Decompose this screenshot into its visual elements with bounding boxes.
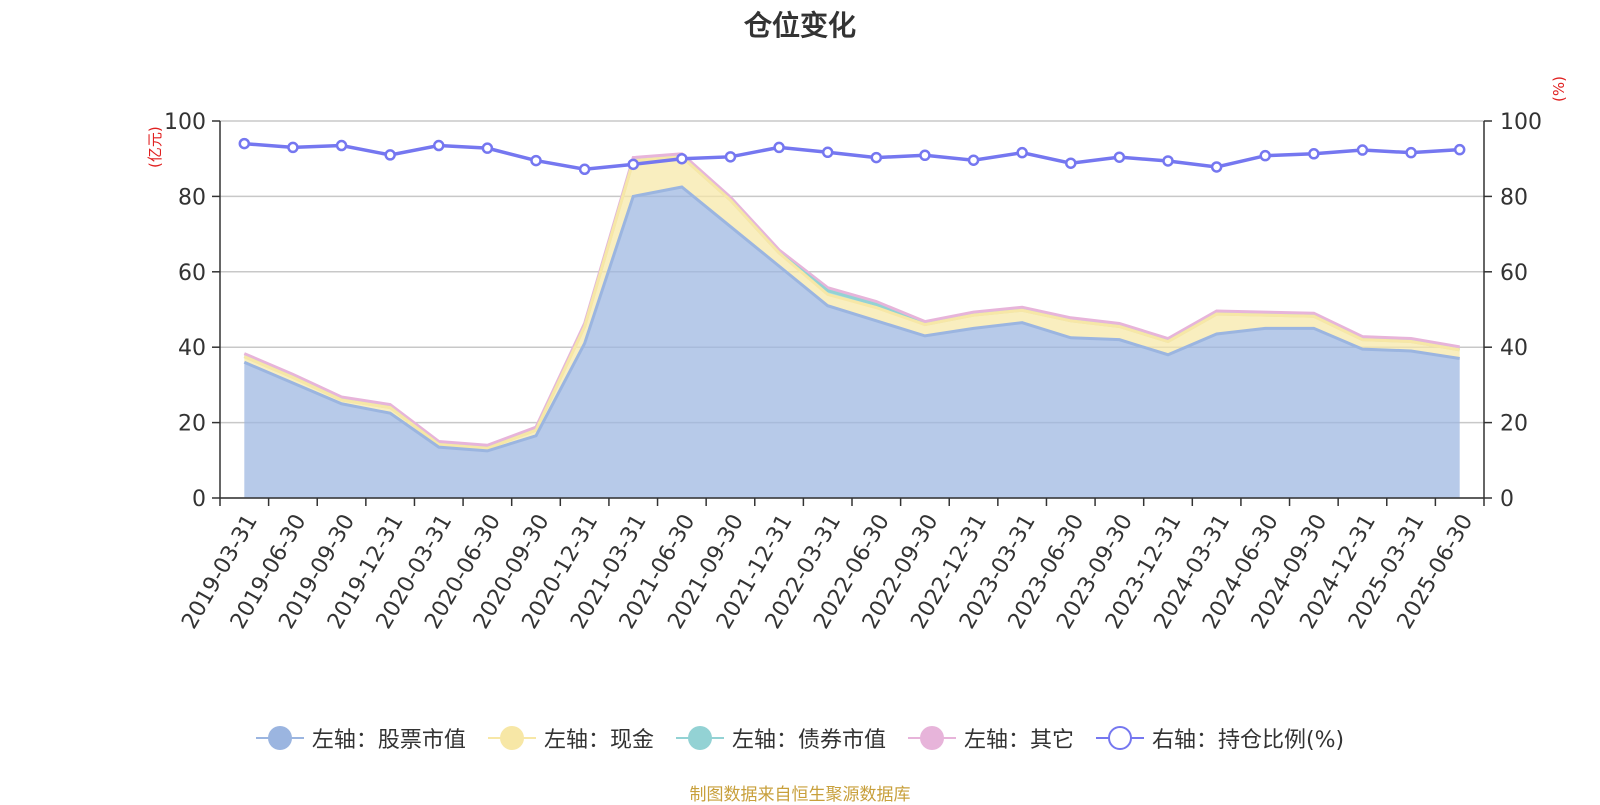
ratio-point <box>1113 151 1126 163</box>
ratio-line <box>244 141 1460 172</box>
legend-item[interactable]: 左轴：债券市值 <box>675 722 886 754</box>
ratio-point <box>870 151 883 164</box>
area-1 <box>244 156 1460 451</box>
legend-swatch-icon <box>255 724 304 752</box>
area-line-3 <box>243 152 1460 447</box>
ratio-point <box>919 149 931 162</box>
legend-swatch-icon <box>675 724 724 752</box>
legend-item[interactable]: 左轴：股票市值 <box>255 722 466 754</box>
ratio-point <box>1308 148 1320 160</box>
legend-item[interactable]: 右轴：持仓比例(%) <box>1095 722 1345 754</box>
y-left-tick-label: 20 <box>178 412 206 437</box>
legend-item[interactable]: 左轴：其它 <box>907 722 1074 754</box>
ratio-point <box>384 149 396 161</box>
y-left-tick-label: 40 <box>178 336 206 361</box>
y-left-tick-label: 80 <box>178 185 206 210</box>
ratio-point <box>481 142 494 154</box>
y-right-tick-label: 40 <box>1500 336 1528 361</box>
legend-item[interactable]: 左轴：现金 <box>487 722 654 754</box>
ratio-point <box>1356 144 1369 156</box>
y-left-tick-label: 60 <box>178 261 206 286</box>
ratio-point <box>1065 157 1077 169</box>
ratio-point <box>676 152 688 165</box>
legend-label: 左轴：现金 <box>543 728 654 753</box>
legend-label: 左轴：股票市值 <box>311 728 466 753</box>
ratio-point <box>1016 146 1028 159</box>
ratio-point <box>238 137 251 150</box>
ratio-point <box>578 163 591 176</box>
chart-canvas: 0204060801000204060801002019-03-312019-0… <box>164 110 1542 633</box>
ratio-point <box>335 139 348 152</box>
y-right-tick-label: 20 <box>1500 412 1528 437</box>
y-right-tick-label: 100 <box>1500 110 1542 135</box>
ratio-point <box>1259 149 1271 162</box>
ratio-point <box>287 141 299 154</box>
legend-swatch-icon <box>1095 724 1144 752</box>
ratio-point <box>1453 143 1466 156</box>
legend-swatch-icon <box>487 724 536 752</box>
area-line-0 <box>243 185 1460 453</box>
legend-label: 左轴：债券市值 <box>731 728 886 753</box>
y-right-tick-label: 60 <box>1500 261 1528 286</box>
ratio-point <box>821 146 834 159</box>
y-right-tick-label: 0 <box>1500 487 1514 512</box>
ratio-point <box>627 158 639 171</box>
y-left-tick-label: 0 <box>192 487 206 512</box>
data-source-note: 制图数据来自恒生聚源数据库 <box>689 785 911 805</box>
ratio-point <box>1210 161 1223 173</box>
ratio-point <box>773 141 785 154</box>
ratio-point <box>724 151 737 163</box>
y-left-tick-label: 100 <box>164 110 206 135</box>
ratio-point <box>1405 146 1417 159</box>
ratio-point <box>967 154 980 166</box>
legend-swatch-icon <box>907 724 956 752</box>
legend: 左轴：股票市值 左轴：现金 左轴：债券市值 左轴：其它 右轴：持仓比例(%) <box>0 722 1600 754</box>
ratio-point <box>530 154 542 167</box>
chart-title: 仓位变化 <box>743 9 856 42</box>
legend-label: 左轴：其它 <box>963 728 1074 753</box>
ratio-point <box>1162 155 1174 167</box>
y-right-tick-label: 80 <box>1500 185 1528 210</box>
area-line-1 <box>243 155 1460 450</box>
ratio-point <box>433 139 445 152</box>
legend-label: 右轴：持仓比例(%) <box>1151 728 1345 753</box>
area-0 <box>244 186 1460 498</box>
